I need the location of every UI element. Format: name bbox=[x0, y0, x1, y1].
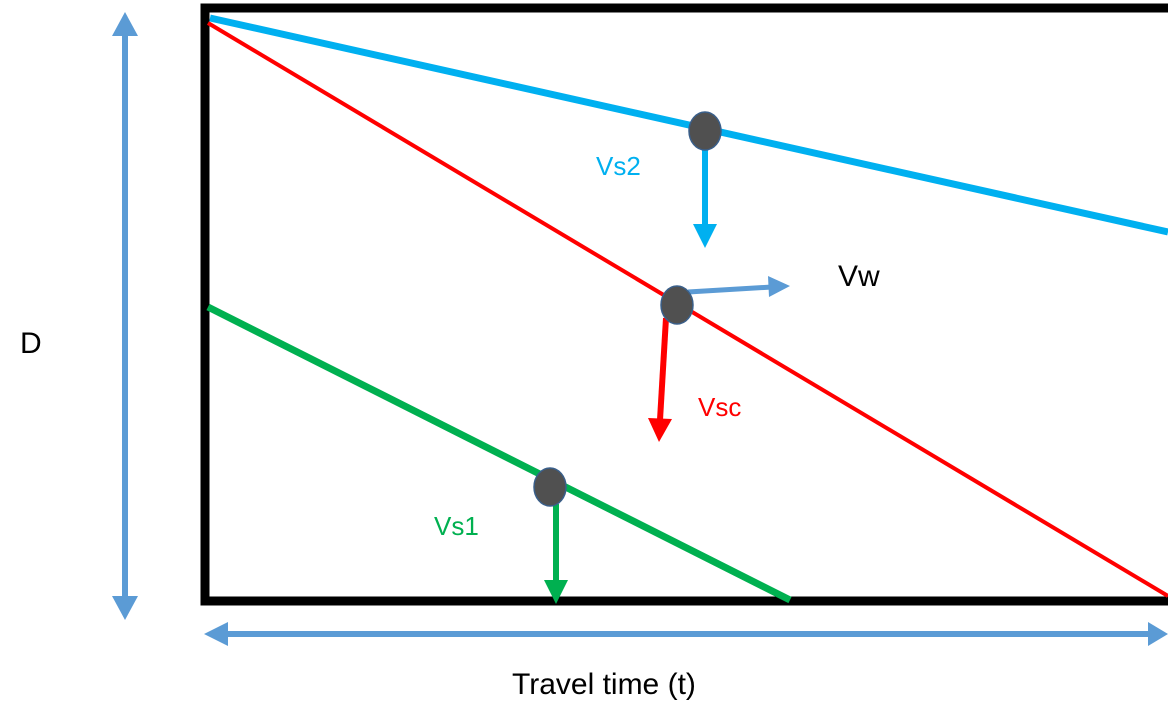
vsc-label: Vsc bbox=[698, 392, 741, 422]
travel-time-label: Travel time (t) bbox=[512, 668, 696, 701]
vs2-label: Vs2 bbox=[596, 151, 641, 181]
vs2-particle-group bbox=[688, 111, 722, 248]
travel-time-arrow bbox=[204, 622, 1168, 646]
depth-arrow bbox=[112, 12, 138, 620]
vs1-label: Vs1 bbox=[434, 511, 479, 541]
vs1-particle-group bbox=[533, 467, 568, 604]
vs1-particle bbox=[533, 467, 567, 507]
vsc-particle-group bbox=[648, 276, 790, 442]
vs2-particle bbox=[688, 111, 722, 151]
vsc-particle bbox=[660, 285, 694, 325]
tank-frame bbox=[200, 3, 1168, 606]
depth-label: D bbox=[20, 327, 42, 360]
vs1-trajectory-line bbox=[206, 303, 792, 604]
vw-label: Vw bbox=[838, 260, 880, 293]
